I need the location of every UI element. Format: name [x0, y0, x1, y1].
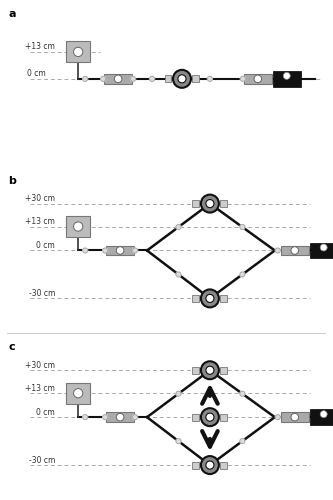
Circle shape: [240, 76, 245, 82]
Circle shape: [201, 408, 219, 426]
Bar: [220, 414, 227, 420]
Circle shape: [83, 248, 88, 253]
Circle shape: [206, 200, 214, 207]
Text: 0 cm: 0 cm: [37, 408, 55, 416]
Circle shape: [133, 248, 138, 253]
Circle shape: [240, 438, 245, 444]
Text: a: a: [8, 9, 16, 19]
Bar: [281, 246, 309, 256]
Bar: [192, 462, 199, 468]
Circle shape: [131, 76, 136, 82]
Text: 0 cm: 0 cm: [37, 241, 55, 250]
Circle shape: [114, 75, 122, 82]
Text: +30 cm: +30 cm: [25, 194, 55, 203]
Circle shape: [116, 246, 124, 254]
Bar: [273, 71, 301, 87]
Bar: [192, 76, 199, 82]
Circle shape: [201, 456, 219, 474]
Text: c: c: [8, 342, 15, 352]
Text: +13 cm: +13 cm: [25, 217, 55, 226]
Circle shape: [206, 461, 214, 469]
Circle shape: [207, 76, 212, 82]
Circle shape: [275, 414, 280, 420]
Bar: [281, 412, 309, 422]
Bar: [192, 295, 199, 302]
Bar: [220, 462, 227, 468]
Bar: [192, 200, 199, 207]
Bar: [310, 242, 333, 258]
Circle shape: [103, 248, 108, 253]
Circle shape: [133, 414, 138, 420]
Bar: [244, 74, 272, 84]
Bar: [220, 367, 227, 374]
Circle shape: [320, 410, 327, 418]
Text: -30 cm: -30 cm: [29, 456, 55, 464]
Circle shape: [176, 438, 181, 444]
Circle shape: [291, 246, 299, 254]
Circle shape: [240, 224, 245, 230]
Circle shape: [150, 76, 155, 82]
Text: +13 cm: +13 cm: [25, 42, 55, 51]
Circle shape: [103, 414, 108, 420]
Bar: [66, 42, 90, 62]
Bar: [66, 382, 90, 404]
Circle shape: [74, 388, 83, 398]
Text: -30 cm: -30 cm: [29, 289, 55, 298]
Bar: [310, 409, 333, 425]
Bar: [165, 76, 171, 82]
Bar: [220, 200, 227, 207]
Circle shape: [283, 72, 290, 80]
Bar: [192, 367, 199, 374]
Circle shape: [101, 76, 106, 82]
Circle shape: [74, 222, 83, 231]
Circle shape: [240, 272, 245, 277]
Circle shape: [83, 76, 88, 82]
Circle shape: [74, 48, 83, 56]
Text: b: b: [8, 176, 16, 186]
Circle shape: [291, 414, 299, 421]
Circle shape: [173, 70, 191, 88]
Circle shape: [176, 224, 181, 230]
Circle shape: [320, 244, 327, 251]
Circle shape: [83, 414, 88, 420]
Circle shape: [206, 413, 214, 421]
Circle shape: [206, 366, 214, 374]
Bar: [104, 74, 132, 84]
Bar: [66, 216, 90, 237]
Circle shape: [240, 391, 245, 396]
Circle shape: [178, 75, 186, 83]
Bar: [106, 412, 134, 422]
Circle shape: [176, 272, 181, 277]
Circle shape: [254, 75, 262, 82]
Circle shape: [275, 248, 280, 253]
Circle shape: [201, 194, 219, 212]
Bar: [220, 295, 227, 302]
Text: +30 cm: +30 cm: [25, 361, 55, 370]
Circle shape: [201, 290, 219, 308]
Text: 0 cm: 0 cm: [28, 70, 46, 78]
Bar: [192, 414, 199, 420]
Circle shape: [176, 391, 181, 396]
Circle shape: [206, 294, 214, 302]
Circle shape: [116, 414, 124, 421]
Text: +13 cm: +13 cm: [25, 384, 55, 392]
Bar: [106, 246, 134, 256]
Circle shape: [201, 362, 219, 379]
